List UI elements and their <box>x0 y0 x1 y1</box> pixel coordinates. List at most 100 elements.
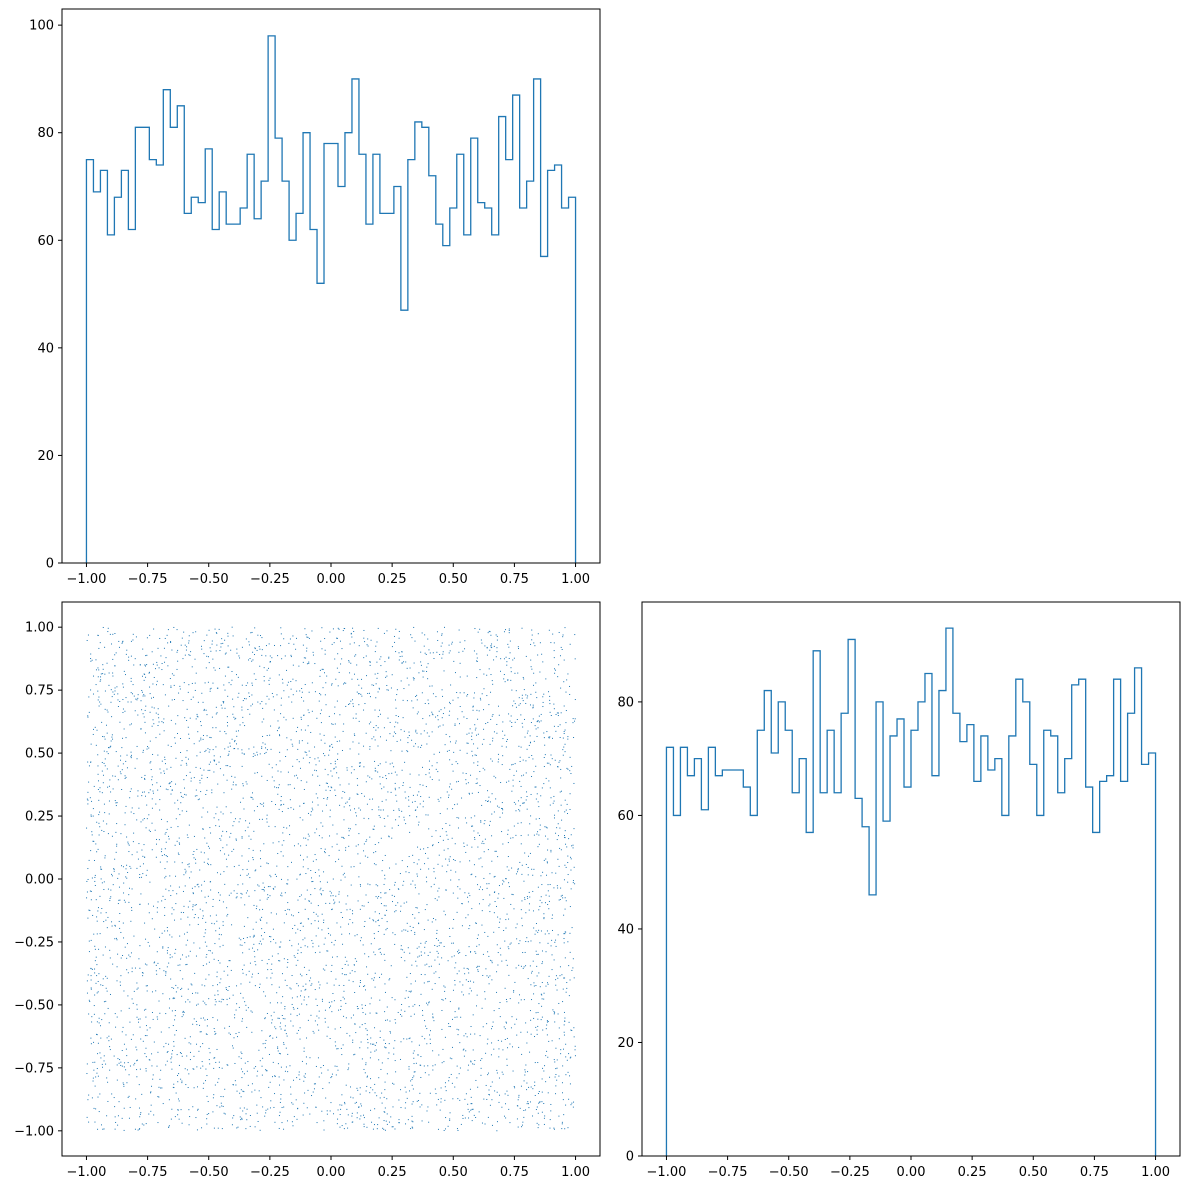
scatter-point <box>476 1005 478 1007</box>
scatter-point <box>365 781 367 783</box>
scatter-point <box>418 893 420 895</box>
scatter-point <box>538 972 540 974</box>
scatter-point <box>411 1041 413 1043</box>
scatter-point <box>486 887 488 889</box>
scatter-point <box>346 1108 348 1110</box>
scatter-point <box>532 1115 534 1117</box>
scatter-point <box>350 632 352 634</box>
scatter-point <box>104 946 106 948</box>
scatter-point <box>464 648 466 650</box>
scatter-point <box>534 1081 536 1083</box>
scatter-point <box>383 727 385 729</box>
scatter-point <box>554 941 556 943</box>
scatter-point <box>289 638 291 640</box>
scatter-point <box>386 1113 388 1115</box>
scatter-point <box>498 1007 500 1009</box>
scatter-point <box>561 1123 563 1125</box>
scatter-point <box>233 1115 235 1117</box>
y-tick-label: 80 <box>37 126 54 141</box>
scatter-point <box>471 908 473 910</box>
scatter-point <box>155 990 157 992</box>
scatter-point <box>271 692 273 694</box>
scatter-point <box>367 973 369 975</box>
scatter-point <box>354 1023 356 1025</box>
scatter-point <box>478 858 480 860</box>
scatter-point <box>544 902 546 904</box>
scatter-point <box>215 632 217 634</box>
scatter-point <box>103 750 105 752</box>
scatter-point <box>252 849 254 851</box>
scatter-point <box>323 1129 325 1131</box>
scatter-point <box>318 987 320 989</box>
scatter-point <box>173 987 175 989</box>
scatter-point <box>227 966 229 968</box>
scatter-point <box>483 688 485 690</box>
scatter-point <box>508 780 510 782</box>
scatter-point <box>412 1127 414 1129</box>
scatter-point <box>502 883 504 885</box>
scatter-point <box>244 725 246 727</box>
scatter-point <box>521 694 523 696</box>
scatter-point <box>352 741 354 743</box>
scatter-point <box>308 661 310 663</box>
scatter-point <box>505 878 507 880</box>
scatter-point <box>307 709 309 711</box>
scatter-point <box>195 1117 197 1119</box>
scatter-point <box>256 1112 258 1114</box>
scatter-point <box>206 842 208 844</box>
scatter-point <box>548 933 550 935</box>
scatter-point <box>410 983 412 985</box>
scatter-point <box>437 1128 439 1130</box>
scatter-point <box>337 1109 339 1111</box>
scatter-point <box>182 1010 184 1012</box>
scatter-point <box>152 753 154 755</box>
scatter-point <box>144 1035 146 1037</box>
scatter-point <box>88 711 90 713</box>
scatter-point <box>377 691 379 693</box>
scatter-point <box>424 942 426 944</box>
scatter-point <box>451 1058 453 1060</box>
scatter-point <box>102 774 104 776</box>
scatter-point <box>146 1035 148 1037</box>
scatter-point <box>145 1016 147 1018</box>
scatter-point <box>257 884 259 886</box>
scatter-point <box>238 821 240 823</box>
scatter-point <box>541 1091 543 1093</box>
scatter-point <box>428 1002 430 1004</box>
scatter-point <box>343 723 345 725</box>
scatter-point <box>491 1025 493 1027</box>
scatter-point <box>414 809 416 811</box>
scatter-point <box>281 892 283 894</box>
scatter-point <box>476 937 478 939</box>
scatter-point <box>108 1022 110 1024</box>
scatter-point <box>338 777 340 779</box>
scatter-point <box>452 989 454 991</box>
scatter-point <box>122 683 124 685</box>
scatter-point <box>150 1104 152 1106</box>
scatter-point <box>565 1056 567 1058</box>
scatter-point <box>142 863 144 865</box>
scatter-point <box>322 825 324 827</box>
scatter-point <box>203 640 205 642</box>
scatter-point <box>213 1127 215 1129</box>
scatter-point <box>564 751 566 753</box>
scatter-point <box>314 769 316 771</box>
scatter-point <box>233 866 235 868</box>
scatter-point <box>412 1052 414 1054</box>
scatter-point <box>356 815 357 817</box>
scatter-point <box>329 816 331 818</box>
scatter-point <box>536 1106 538 1108</box>
scatter-point <box>520 785 522 787</box>
scatter-point <box>215 825 217 827</box>
scatter-point <box>279 1053 281 1055</box>
scatter-point <box>507 1094 509 1096</box>
scatter-point <box>119 701 121 702</box>
scatter-point <box>574 720 576 722</box>
scatter-point <box>116 1079 118 1081</box>
scatter-point <box>139 1026 141 1028</box>
scatter-point <box>198 740 200 742</box>
scatter-point <box>242 997 244 999</box>
scatter-point <box>340 1108 342 1110</box>
scatter-point <box>207 1101 209 1103</box>
scatter-point <box>452 770 454 772</box>
